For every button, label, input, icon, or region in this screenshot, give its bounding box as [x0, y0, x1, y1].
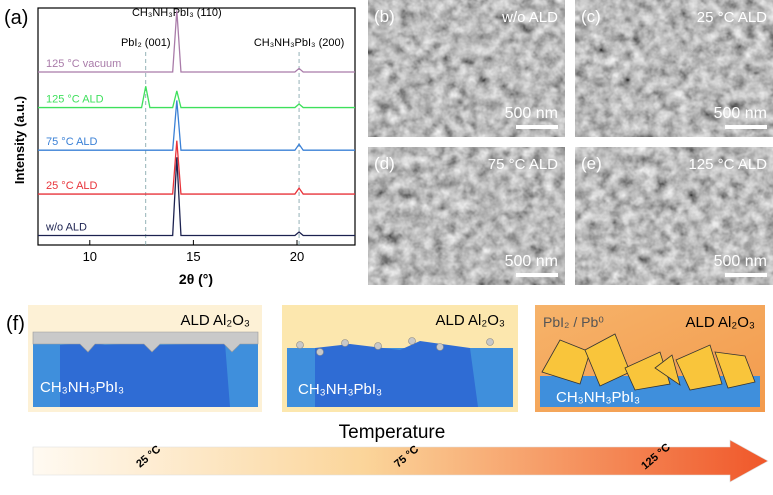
scale-bar — [725, 273, 767, 277]
coating-label: ALD Al₂O₃ — [686, 314, 755, 331]
pbi2-crystals — [541, 333, 756, 391]
condition: 75 °C ALD — [488, 156, 558, 173]
sem-c: (c) 25 °C ALD 500 nm — [575, 0, 773, 137]
scale-label: 500 nm — [505, 253, 558, 270]
condition: w/o ALD — [501, 9, 558, 26]
film-label: CH₃NH₃PbI₃ — [556, 389, 640, 406]
product-label: PbI₂ / Pb⁰ — [543, 314, 604, 330]
legend-label: w/o ALD — [45, 222, 87, 234]
annotation: CH₃NH₃PbI₃ (200) — [254, 37, 344, 49]
panel-label: (c) — [581, 7, 601, 26]
grains — [315, 341, 478, 407]
x-tick-label: 10 — [83, 249, 97, 264]
box-75: ALD Al₂O₃ CH₃NH₃PbI₃ — [282, 305, 518, 412]
xrd-line — [38, 100, 355, 151]
y-axis-title: Intensity (a.u.) — [12, 96, 27, 184]
scale-bar — [516, 125, 558, 129]
panel-label: (e) — [581, 154, 602, 173]
alumina-layer — [32, 331, 259, 353]
sem-image — [368, 147, 565, 285]
annotation: PbI₂ (001) — [121, 37, 171, 49]
scale-label: 500 nm — [505, 105, 558, 122]
coating-label: ALD Al₂O₃ — [436, 312, 505, 329]
film-label: CH₃NH₃PbI₃ — [40, 379, 124, 396]
panel-label: (b) — [374, 7, 395, 26]
sem-e: (e) 125 °C ALD 500 nm — [575, 147, 773, 285]
panel-label: (f) — [6, 313, 25, 335]
sem-image — [575, 0, 773, 137]
box-25: ALD Al₂O₃ CH₃NH₃PbI₃ — [28, 305, 262, 412]
condition: 25 °C ALD — [697, 9, 767, 26]
xrd-line — [38, 10, 355, 73]
x-axis-title: 2θ (°) — [179, 271, 213, 287]
scale-label: 500 nm — [714, 253, 767, 270]
xrd-line — [38, 140, 355, 195]
panel-label: (d) — [374, 154, 395, 173]
sem-image — [575, 147, 773, 285]
legend-label: 75 °C ALD — [46, 136, 98, 148]
legend-label: 125 °C vacuum — [46, 58, 121, 70]
plot-frame — [37, 7, 356, 246]
panel-label: (a) — [4, 7, 28, 29]
axis-title: Temperature — [339, 422, 446, 443]
legend-label: 25 °C ALD — [46, 180, 98, 192]
box-125: PbI₂ / Pb⁰ ALD Al₂O₃ CH₃NH₃PbI₃ — [535, 305, 765, 412]
scale-bar — [725, 125, 767, 129]
scale-label: 500 nm — [714, 105, 767, 122]
legend-label: 125 °C ALD — [46, 94, 104, 106]
scale-bar — [516, 273, 558, 277]
sem-d: (d) 75 °C ALD 500 nm — [368, 147, 565, 285]
xrd-line — [38, 157, 355, 237]
sem-image — [368, 0, 565, 137]
sem-b: (b) w/o ALD 500 nm — [368, 0, 565, 137]
coating-label: ALD Al₂O₃ — [181, 312, 250, 329]
temperature-arrow — [32, 439, 769, 483]
grains — [60, 342, 230, 407]
x-tick-label: 20 — [290, 249, 304, 264]
condition: 125 °C ALD — [688, 156, 767, 173]
x-tick-label: 15 — [186, 249, 200, 264]
xrd-line — [38, 86, 355, 109]
film-label: CH₃NH₃PbI₃ — [298, 381, 382, 398]
alumina-particles — [296, 337, 494, 356]
